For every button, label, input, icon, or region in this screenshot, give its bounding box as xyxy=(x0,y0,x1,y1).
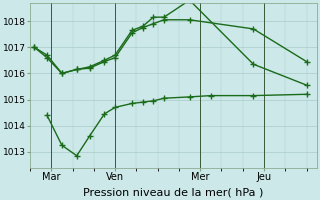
X-axis label: Pression niveau de la mer( hPa ): Pression niveau de la mer( hPa ) xyxy=(84,187,264,197)
